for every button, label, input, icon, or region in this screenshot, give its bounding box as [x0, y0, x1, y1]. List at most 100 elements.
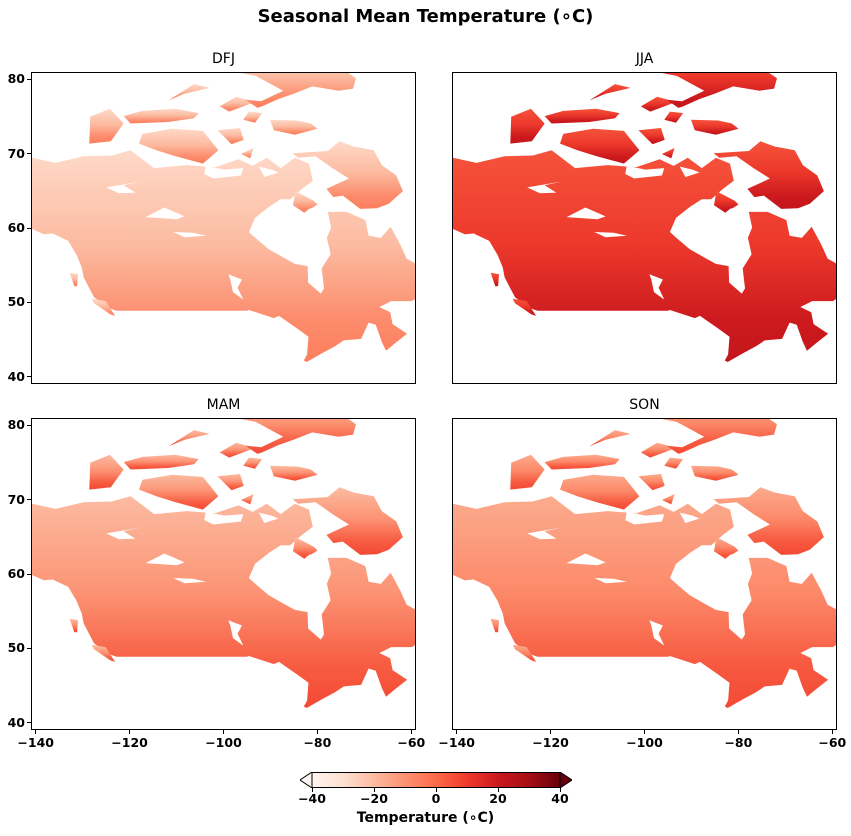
map-svg: [32, 419, 416, 708]
colorbar-extend-max: [559, 771, 573, 789]
colorbar-svg: [299, 771, 573, 789]
water-body: [106, 181, 141, 194]
land-island: [293, 537, 318, 559]
land-island: [243, 457, 263, 469]
land-island: [664, 111, 684, 123]
land-island: [714, 537, 739, 559]
land-mass: [32, 73, 415, 362]
land-island: [270, 119, 318, 135]
land-mass: [453, 419, 836, 708]
land-island: [490, 618, 499, 633]
panel-title: MAM: [206, 397, 241, 413]
land-island: [560, 474, 640, 510]
y-tick-mark: [27, 153, 31, 155]
colorbar-tick-label: −20: [360, 791, 388, 806]
land-island: [512, 644, 537, 662]
land-mainland: [32, 150, 415, 362]
panel-dfj: DFJ 40 50 60 70 80: [8, 51, 416, 384]
land-island: [713, 141, 824, 209]
land-island: [91, 644, 116, 662]
y-tick-mark: [27, 376, 31, 378]
panel-son: SON −140 −120 −100 −80 −60: [438, 397, 846, 750]
land-island: [691, 465, 739, 481]
water-body: [625, 165, 665, 179]
land-mainland: [453, 496, 836, 708]
water-body: [228, 620, 244, 646]
water-body: [594, 232, 628, 238]
x-tick-label: −120: [532, 735, 569, 750]
y-tick-label: 40: [7, 368, 25, 384]
x-tick-mark: [223, 730, 224, 734]
x-tick-mark: [550, 730, 552, 734]
y-tick-label: 40: [7, 714, 25, 730]
y-tick-label: 80: [7, 417, 25, 433]
land-island: [240, 73, 356, 108]
water-body: [228, 274, 244, 300]
x-tick-mark: [737, 730, 739, 734]
water-body: [527, 527, 562, 540]
land-island: [691, 119, 739, 135]
water-body: [204, 511, 244, 525]
water-body: [145, 553, 185, 566]
colorbar-tick-mark: [373, 788, 375, 792]
land-island: [510, 108, 545, 144]
water-body: [566, 207, 606, 220]
land-island: [589, 430, 631, 447]
land-island: [415, 637, 416, 673]
figure-title: Seasonal Mean Temperature (∘C): [257, 6, 594, 27]
x-tick-label: −100: [626, 735, 663, 750]
map-frame: [31, 418, 416, 730]
land-island: [123, 108, 199, 124]
colorbar-tick-mark: [435, 788, 437, 792]
map-frame: [452, 72, 837, 384]
land-island: [240, 419, 356, 454]
land-island: [217, 128, 244, 145]
y-tick-label: 60: [7, 566, 25, 581]
x-tick-label: −100: [205, 735, 242, 750]
colorbar-tick-mark: [497, 788, 499, 792]
land-island: [270, 465, 318, 481]
land-island: [89, 454, 124, 490]
map-frame: [31, 72, 416, 384]
x-tick-label: −120: [111, 735, 148, 750]
land-island: [240, 148, 254, 159]
x-tick-mark: [410, 730, 412, 734]
x-tick-mark: [644, 730, 645, 734]
water-body: [566, 553, 606, 566]
land-island: [292, 141, 403, 209]
y-tick-label: 50: [7, 640, 25, 656]
x-tick-label: −80: [724, 735, 753, 750]
colorbar-gradient: [311, 772, 561, 788]
y-tick-label: 60: [7, 220, 25, 235]
land-island: [293, 191, 318, 213]
land-island: [217, 474, 244, 491]
water-body: [679, 166, 700, 177]
land-island: [589, 84, 631, 101]
colorbar: [299, 771, 573, 789]
water-body: [594, 578, 628, 584]
land-island: [292, 487, 403, 555]
land-island: [640, 96, 676, 112]
colorbar-label: Temperature (∘C): [356, 810, 495, 826]
y-tick-mark: [27, 301, 31, 303]
land-island: [123, 454, 199, 470]
land-mainland: [32, 496, 415, 708]
x-tick-label: −140: [438, 735, 475, 750]
water-body: [726, 554, 739, 561]
land-island: [89, 108, 124, 144]
land-island: [139, 474, 219, 510]
water-body: [204, 165, 244, 179]
land-island: [664, 457, 684, 469]
water-body: [527, 181, 562, 194]
water-body: [258, 512, 279, 523]
map-frame: [452, 418, 837, 730]
land-island: [69, 272, 78, 287]
land-island: [836, 291, 837, 327]
land-island: [243, 111, 263, 123]
x-tick-label: −60: [818, 735, 847, 750]
y-tick-mark: [27, 722, 31, 724]
colorbar-tick-label: 0: [431, 791, 441, 806]
x-tick-label: −80: [303, 735, 332, 750]
water-body: [649, 274, 665, 300]
water-body: [106, 527, 141, 540]
